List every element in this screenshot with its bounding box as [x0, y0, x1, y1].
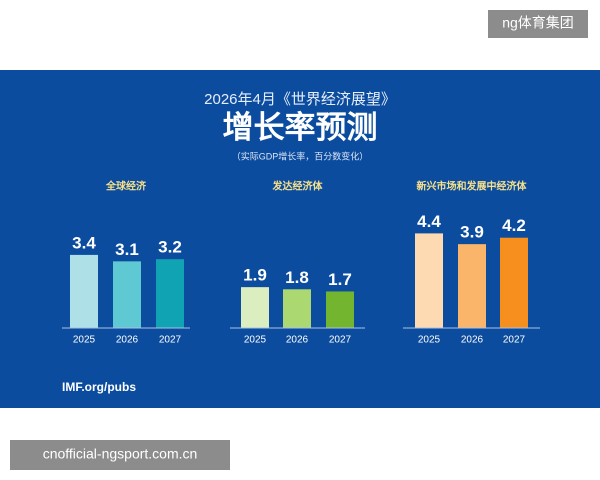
- value-label: 4.2: [502, 216, 526, 235]
- url: cnofficial-ngsport.com.cn: [43, 446, 198, 462]
- bar: [283, 289, 311, 328]
- x-tick-label: 2026: [461, 335, 484, 346]
- x-tick-label: 2027: [329, 335, 352, 346]
- value-label: 3.1: [115, 240, 139, 259]
- value-label: 3.2: [158, 238, 182, 257]
- panel-title: 全球经济: [105, 180, 147, 193]
- bar: [415, 233, 443, 328]
- bar: [70, 254, 98, 328]
- title: 增长率预测: [223, 110, 378, 145]
- x-tick-label: 2027: [159, 335, 182, 346]
- date-title: 2026年4月《世界经济展望》: [204, 91, 396, 108]
- panel-title: 发达经济体: [272, 180, 324, 193]
- url-box: [10, 440, 230, 470]
- x-tick-label: 2027: [503, 335, 526, 346]
- bar: [241, 287, 269, 328]
- bar: [326, 291, 354, 328]
- watermark-box: [488, 10, 588, 38]
- footer-source: IMF.org/pubs: [62, 380, 136, 394]
- bar: [500, 237, 528, 328]
- x-tick-label: 2026: [286, 335, 309, 346]
- value-label: 1.9: [243, 266, 267, 285]
- panel-title: 新兴市场和发展中经济体: [417, 180, 528, 193]
- value-label: 4.4: [417, 212, 441, 231]
- value-label: 1.8: [285, 268, 309, 287]
- value-label: 3.4: [72, 233, 96, 252]
- subtitle: （实际GDP增长率，百分数变化）: [232, 150, 369, 161]
- x-tick-label: 2025: [244, 335, 267, 346]
- bar: [156, 259, 184, 328]
- bar: [113, 261, 141, 328]
- x-tick-label: 2025: [73, 335, 96, 346]
- watermark: ng体育集团: [502, 15, 574, 31]
- value-label: 1.7: [328, 270, 352, 289]
- x-tick-label: 2026: [116, 335, 139, 346]
- x-tick-label: 2025: [418, 335, 441, 346]
- bar: [458, 244, 486, 328]
- value-label: 3.9: [460, 223, 484, 242]
